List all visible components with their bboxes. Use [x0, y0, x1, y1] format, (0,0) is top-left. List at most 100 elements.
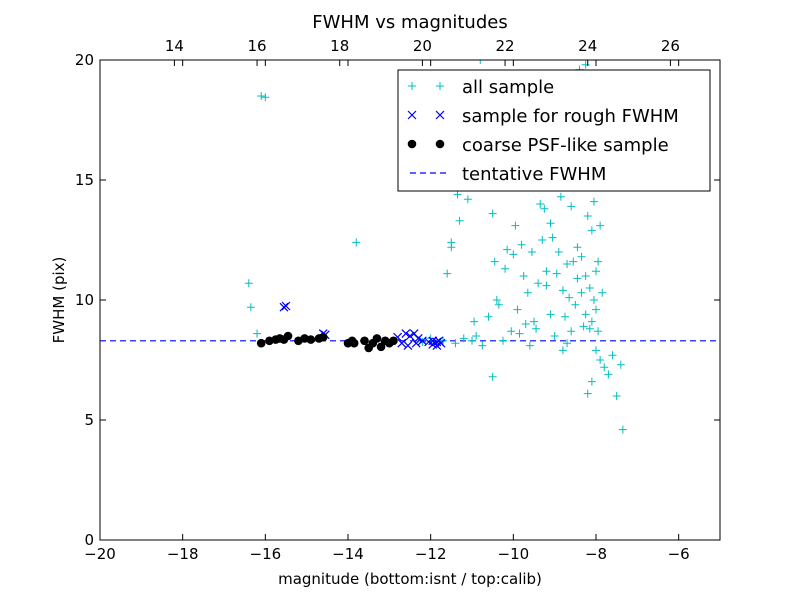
data-point-plus [515, 329, 524, 338]
data-point-plus [581, 310, 590, 319]
data-point-plus [596, 356, 605, 364]
data-point-plus [494, 300, 503, 309]
legend-label-all-sample: all sample [462, 77, 554, 98]
data-point-plus [352, 238, 361, 247]
data-point-plus [567, 202, 576, 211]
data-point-plus [525, 341, 534, 350]
data-point-plus [548, 233, 557, 242]
data-point-plus [490, 257, 499, 266]
data-point-plus [592, 267, 600, 276]
data-point-plus [509, 250, 518, 259]
x-tick-label: −18 [167, 545, 199, 563]
y-tick-label: 5 [84, 411, 94, 429]
data-point-plus [594, 327, 603, 336]
legend-marker-x [435, 110, 445, 120]
data-point-plus [517, 240, 526, 249]
legend-label-tentative-fwhm: tentative FWHM [462, 164, 606, 185]
top-tick-label: 14 [165, 37, 184, 55]
data-point-plus [592, 305, 600, 314]
data-point-x [403, 341, 413, 351]
data-point-plus [587, 226, 596, 235]
data-point-plus [556, 192, 565, 201]
data-point-plus [581, 60, 590, 69]
y-tick-label: 15 [75, 171, 94, 189]
data-point-x [436, 338, 446, 348]
data-point-plus [585, 284, 594, 292]
data-point-plus [503, 245, 512, 254]
data-point-plus [472, 332, 481, 340]
data-point-plus [573, 243, 582, 252]
data-point-plus [540, 204, 549, 213]
data-point-plus [459, 334, 468, 343]
legend: all sample sample for rough FWHM coarse … [397, 69, 711, 192]
data-point-plus [542, 267, 551, 276]
data-point-plus [530, 317, 538, 326]
data-point-plus [569, 257, 578, 266]
top-tick-label: 16 [248, 37, 267, 55]
top-tick-label: 26 [661, 37, 680, 55]
data-point-plus [476, 60, 485, 64]
top-tick-label: 24 [578, 37, 597, 55]
x-tick-label: −20 [84, 545, 116, 563]
data-point-plus [618, 425, 627, 434]
data-point-plus [546, 219, 555, 228]
data-point-plus [492, 296, 501, 304]
data-point-plus [453, 190, 462, 199]
data-point-plus [488, 372, 497, 381]
y-axis-label: FWHM (pix) [50, 257, 68, 344]
data-point-plus [455, 216, 464, 225]
data-point-x [401, 329, 411, 339]
data-point-x [428, 339, 438, 349]
legend-marker-dot [435, 139, 445, 149]
chart-title: FWHM vs magnitudes [312, 12, 507, 33]
axes-layer: −20 −18 −16 −14 −12 −10 −8 −6 0 5 10 15 20 14 16 18 20 22… [75, 37, 721, 563]
data-point-x [411, 338, 421, 348]
x-tick-label: −10 [498, 545, 530, 563]
top-tick-label: 20 [413, 37, 432, 55]
data-point-plus [579, 322, 588, 331]
data-point-dot [372, 334, 382, 343]
data-point-plus [501, 264, 510, 273]
data-point-plus [598, 288, 607, 297]
x-tick-label: −16 [250, 545, 282, 563]
data-point-plus [246, 303, 255, 312]
legend-markers [407, 82, 446, 174]
data-point-plus [527, 248, 536, 256]
data-point-plus [571, 300, 580, 309]
data-point-plus [573, 274, 582, 283]
data-point-x [279, 302, 289, 312]
data-point-dot [389, 336, 398, 346]
data-point-plus [538, 236, 547, 244]
data-point-plus [561, 312, 569, 321]
data-point-plus [513, 305, 522, 314]
data-point-plus [589, 296, 598, 304]
x-tick-label: −8 [585, 545, 607, 563]
data-point-plus [581, 272, 590, 280]
y-tick-label: 10 [75, 291, 94, 309]
data-point-plus [608, 351, 617, 360]
data-point-plus [484, 312, 493, 321]
data-point-dot [306, 335, 316, 344]
data-point-plus [587, 377, 596, 386]
data-point-plus [478, 341, 487, 350]
data-point-plus [261, 93, 270, 102]
legend-marker-plus [408, 82, 416, 90]
data-point-x [397, 338, 407, 348]
data-point-plus [519, 272, 528, 280]
data-point-plus [583, 389, 592, 398]
data-point-plus [521, 320, 530, 328]
data-point-plus [470, 317, 479, 326]
data-point-plus [443, 269, 452, 278]
top-tick-label: 18 [330, 37, 349, 55]
data-point-plus [563, 260, 572, 268]
data-point-plus [257, 92, 266, 100]
data-point-plus [499, 336, 507, 345]
data-point-dot [376, 342, 386, 352]
data-point-plus [552, 269, 561, 278]
data-point-plus [511, 221, 520, 230]
data-point-plus [534, 279, 543, 288]
data-point-plus [616, 360, 625, 369]
legend-box [397, 69, 711, 192]
data-point-plus [507, 327, 516, 336]
